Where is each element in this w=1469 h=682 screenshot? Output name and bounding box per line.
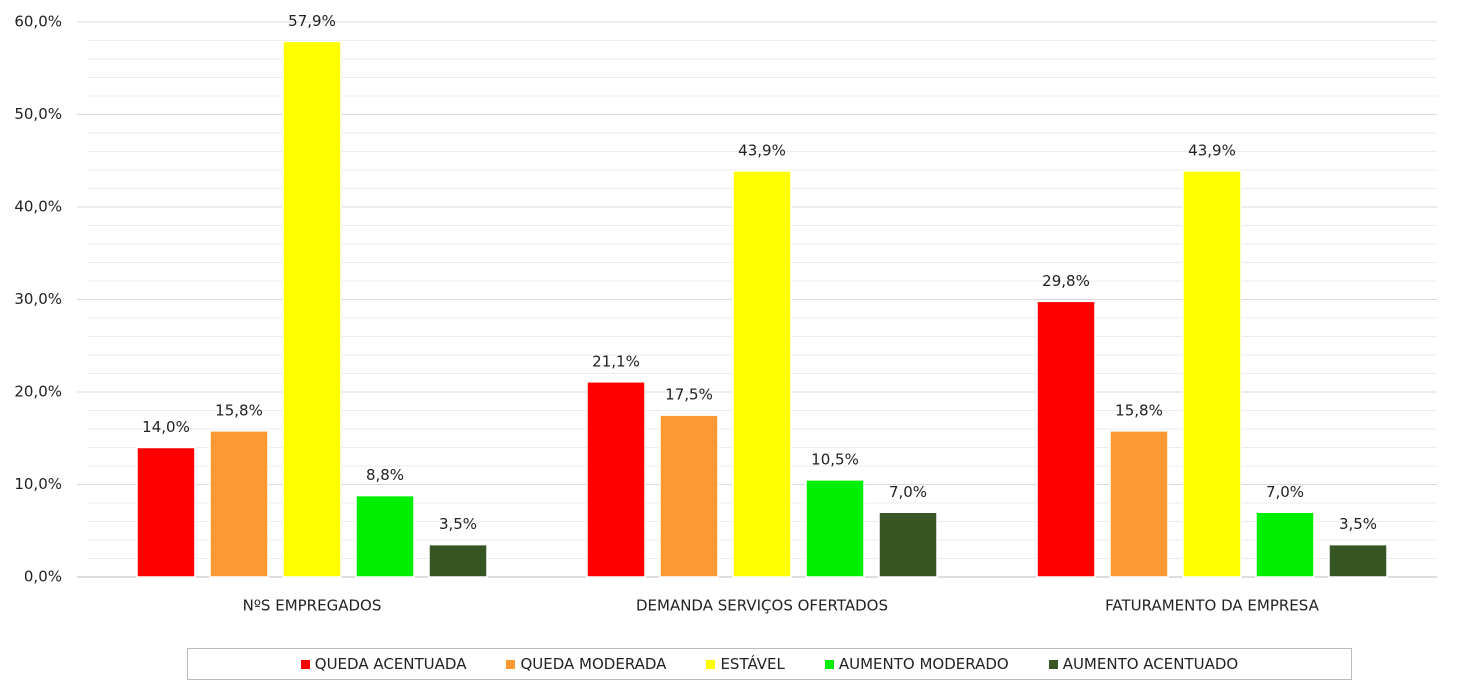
value-label: 10,5% — [811, 450, 859, 468]
chart: 0,0% 10,0% 20,0% 30,0% 40,0% 50,0% 60,0% NºS EM… — [14, 12, 1437, 615]
value-label: 21,1% — [592, 352, 640, 370]
value-label: 3,5% — [1339, 515, 1377, 533]
bar — [209, 430, 269, 578]
legend-swatch — [1048, 660, 1058, 669]
legend-swatch — [506, 660, 516, 669]
value-label: 15,8% — [1115, 401, 1163, 419]
x-tick-label: NºS EMPREGADOS — [243, 597, 382, 615]
bar — [1255, 511, 1315, 578]
value-label: 57,9% — [288, 12, 336, 30]
value-label: 8,8% — [366, 466, 404, 484]
value-label: 3,5% — [439, 515, 477, 533]
legend: QUEDA ACENTUADA QUEDA MODERADA ESTÁVEL AUME… — [187, 648, 1352, 680]
bar — [1109, 430, 1169, 578]
y-tick-label: 10,0% — [14, 475, 62, 493]
legend-item: QUEDA ACENTUADA — [300, 655, 467, 673]
legend-item: AUMENTO ACENTUADO — [1048, 655, 1239, 673]
legend-label: AUMENTO ACENTUADO — [1062, 655, 1239, 673]
bar — [878, 511, 938, 578]
value-label: 15,8% — [215, 401, 263, 419]
x-tick-label: FATURAMENTO DA EMPRESA — [1105, 597, 1319, 615]
bar — [659, 414, 719, 578]
bar — [355, 494, 415, 578]
bar — [732, 170, 792, 578]
y-tick-label: 50,0% — [14, 105, 62, 123]
legend-swatch — [706, 660, 716, 669]
y-tick-label: 40,0% — [14, 198, 62, 216]
y-tick-label: 0,0% — [24, 568, 62, 586]
bar — [586, 381, 646, 578]
legend-label: ESTÁVEL — [720, 655, 785, 673]
legend-swatch — [824, 660, 834, 669]
legend-label: QUEDA MODERADA — [520, 655, 667, 673]
value-label: 14,0% — [142, 418, 190, 436]
bar — [1182, 170, 1242, 578]
value-label: 17,5% — [665, 386, 713, 404]
x-tick-label: DEMANDA SERVIÇOS OFERTADOS — [636, 597, 888, 615]
legend-label: QUEDA ACENTUADA — [314, 655, 467, 673]
value-label: 43,9% — [1188, 141, 1236, 159]
bar — [282, 40, 342, 578]
legend-swatch — [300, 660, 310, 669]
value-label: 29,8% — [1042, 272, 1090, 290]
y-tick-label: 30,0% — [14, 290, 62, 308]
legend-item: AUMENTO MODERADO — [824, 655, 1009, 673]
bar — [428, 543, 488, 578]
legend-label: AUMENTO MODERADO — [838, 655, 1009, 673]
value-label: 43,9% — [738, 141, 786, 159]
y-tick-label: 60,0% — [14, 13, 62, 31]
legend-item: QUEDA MODERADA — [506, 655, 666, 673]
bar — [1328, 543, 1388, 578]
legend-item: ESTÁVEL — [706, 655, 785, 673]
bar — [805, 479, 865, 578]
bar — [136, 446, 196, 578]
bar — [1036, 300, 1096, 578]
y-tick-label: 20,0% — [14, 383, 62, 401]
value-label: 7,0% — [1266, 483, 1304, 501]
value-label: 7,0% — [889, 483, 927, 501]
